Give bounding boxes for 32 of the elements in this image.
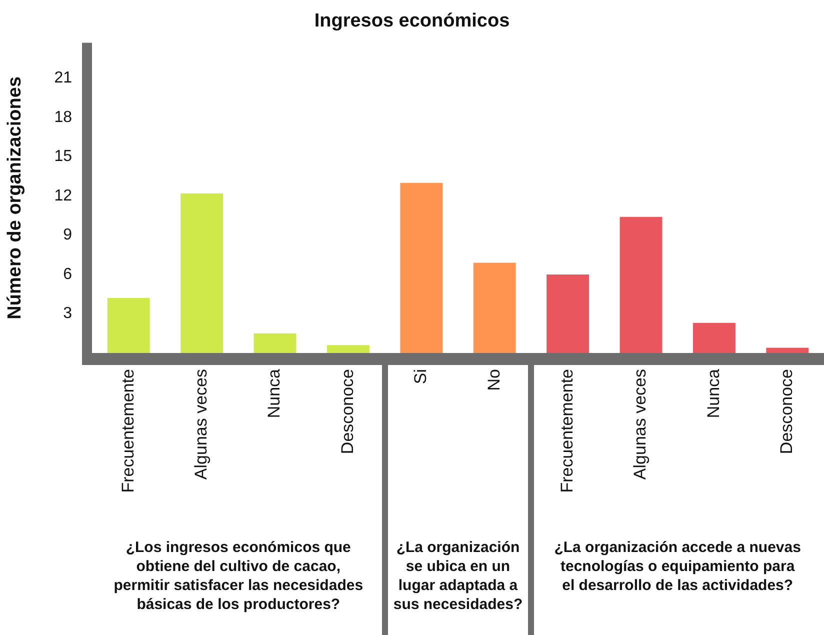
bar	[692, 322, 736, 353]
x-tick-label: No	[484, 369, 504, 391]
x-tick-label: Frecuentemente	[557, 369, 576, 493]
y-tick-label: 18	[54, 108, 72, 126]
x-tick-label: Nunca	[264, 368, 284, 418]
x-tick-label: Algunas veces	[630, 369, 650, 480]
bar	[107, 298, 150, 353]
x-tick-label: Si	[411, 369, 430, 384]
bar	[766, 348, 809, 353]
bar	[400, 182, 443, 353]
y-tick-label: 3	[63, 305, 72, 322]
y-tick-label: 15	[54, 148, 72, 166]
bar	[180, 193, 224, 353]
x-tick-label: Desconoce	[338, 369, 357, 454]
text: ¿La organización se ubica en un lugar adaptada a sus necesidades?	[392, 538, 524, 614]
bar	[254, 333, 296, 353]
y-tick-label: 9	[63, 226, 72, 244]
x-tick-label: Nunca	[704, 368, 723, 418]
bar	[326, 345, 370, 353]
text: ¿Los ingresos económicos que obtiene del cultivo de cacao, permitir satisfacer las necesidades básicas de los productores?	[113, 538, 364, 614]
y-axis-title: Número de organizaciones	[4, 76, 26, 320]
text: ¿La organización accede a nuevas tecnologías o equipamiento para el desarrollo de las actividades?	[553, 538, 802, 595]
y-tick-label: 6	[63, 266, 72, 283]
bar	[473, 262, 516, 353]
y-tick-label: 21	[54, 70, 72, 87]
x-tick-label: Algunas veces	[191, 369, 210, 480]
chart-title: Ingresos económicos	[314, 10, 510, 32]
x-tick-label: Desconoce	[777, 369, 796, 454]
x-tick-label: Frecuentemente	[118, 369, 138, 493]
bar	[546, 274, 590, 353]
y-tick-label: 12	[54, 187, 72, 204]
bar	[620, 216, 662, 353]
